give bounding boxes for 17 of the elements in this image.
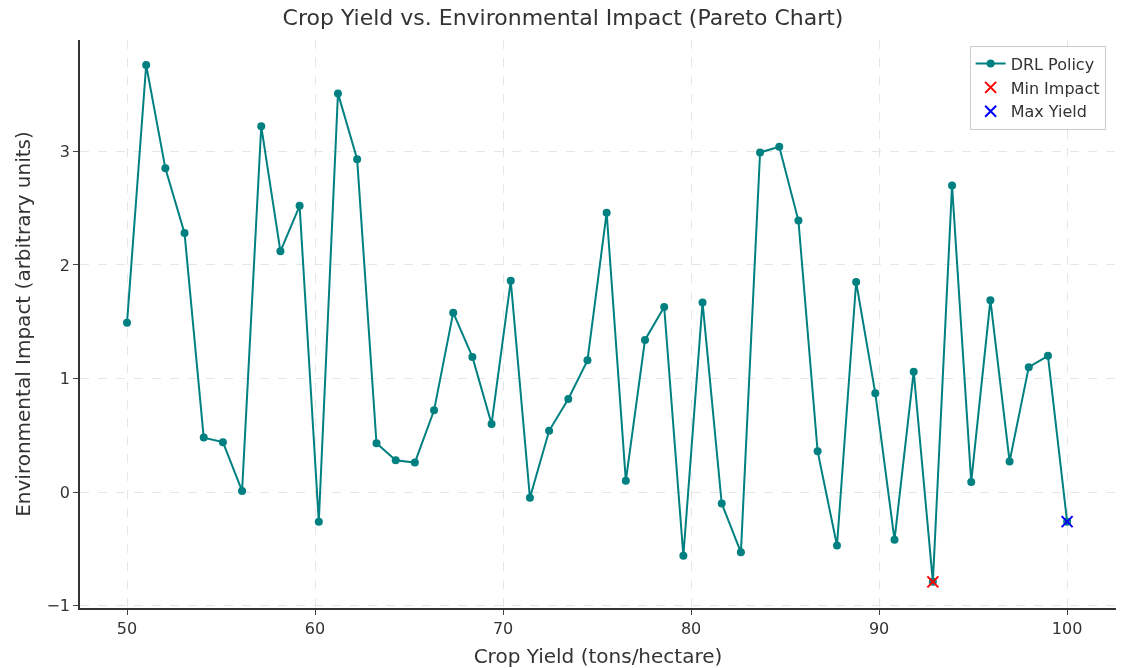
x-tick-label: 50 xyxy=(116,618,138,638)
x-tick-label: 100 xyxy=(1051,618,1083,638)
y-tick-label: 2 xyxy=(59,255,71,275)
x-axis-title: Crop Yield (tons/hectare) xyxy=(473,644,723,668)
x-tick-label: 70 xyxy=(492,618,514,638)
x-tick-label: 60 xyxy=(304,618,326,638)
legend-label: DRL Policy xyxy=(1010,54,1095,74)
y-tick-label: 0 xyxy=(59,482,71,502)
y-tick-label: 1 xyxy=(59,369,71,389)
legend-label: Max Yield xyxy=(1010,102,1087,122)
y-tick-label: −1 xyxy=(46,596,71,616)
y-tick-label: 3 xyxy=(59,141,71,161)
x-tick-label: 90 xyxy=(868,618,890,638)
y-axis-title: Environmental Impact (arbitrary units) xyxy=(10,131,35,517)
x-tick-label: 80 xyxy=(680,618,702,638)
chart-title: Crop Yield vs. Environmental Impact (Pareto Chart) xyxy=(282,5,844,31)
legend-label: Min Impact xyxy=(1010,78,1100,98)
